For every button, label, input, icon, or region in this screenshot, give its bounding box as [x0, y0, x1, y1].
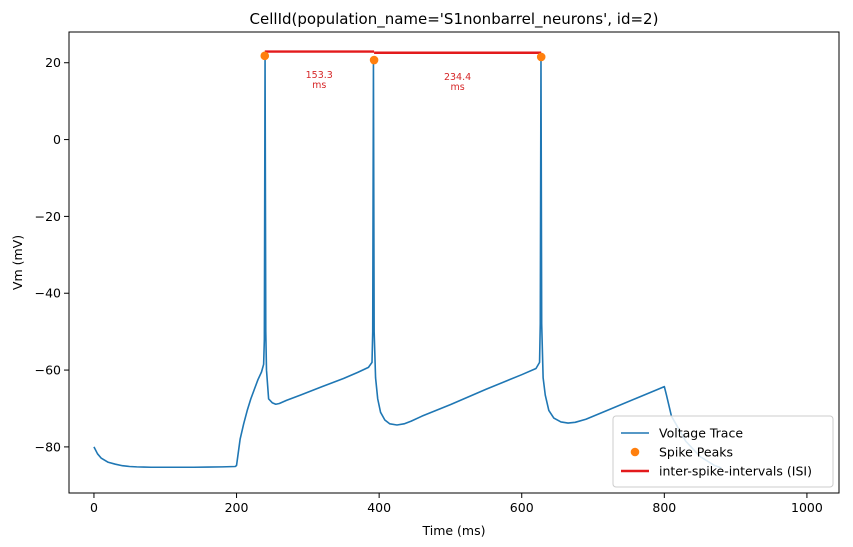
x-tick-label-200: 200 [225, 500, 249, 515]
legend-label-1: Voltage Trace [659, 426, 743, 441]
x-tick-label-800: 800 [652, 500, 676, 515]
voltage-trace-line [93, 54, 722, 469]
y-tick-label-20: 20 [45, 55, 61, 70]
y-tick-label--80: −80 [35, 439, 61, 454]
y-tick-label--40: −40 [35, 286, 61, 301]
legend-box [612, 415, 834, 488]
x-tick-label-400: 400 [367, 500, 391, 515]
spike-peak-point-2 [369, 55, 379, 65]
spike-peak-point-3 [536, 52, 546, 62]
spike-peak-point-1 [260, 51, 270, 61]
plot-frame [68, 31, 840, 494]
legend: Voltage Trace Spike Peaks inter-spike-inte… [612, 415, 834, 488]
x-axis-label: Time (ms) [421, 523, 485, 538]
x-tick-label-0: 0 [90, 500, 98, 515]
x-tick-label-600: 600 [510, 500, 534, 515]
isi-annotation-value-2: 234.4 [444, 72, 471, 83]
legend-label-3: inter-spike-intervals (ISI) [659, 464, 812, 479]
legend-label-2: Spike Peaks [659, 445, 733, 460]
y-axis-label: Vm (mV) [10, 235, 25, 290]
y-tick-label--60: −60 [35, 363, 61, 378]
isi-annotation-unit-2: ms [450, 82, 464, 93]
y-tick-label-0: 0 [53, 132, 61, 147]
legend-peaks-swatch [630, 447, 640, 457]
x-tick-label-1000: 1000 [791, 500, 823, 515]
isi-annotation-unit-1: ms [312, 80, 326, 91]
chart-title: CellId(population_name='S1nonbarrel_neur… [250, 10, 659, 29]
isi-annotation-value-1: 153.3 [306, 70, 333, 81]
y-tick-label--20: −20 [35, 209, 61, 224]
